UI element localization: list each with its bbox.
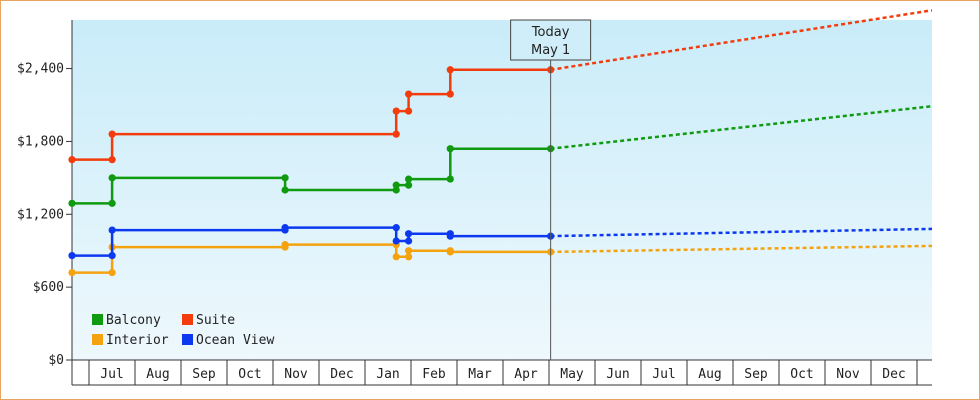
y-tick-label: $1,800 [17, 134, 64, 149]
x-tick-label: Jul [652, 367, 675, 382]
series-forecast-line [550, 9, 933, 72]
today-label: Today [531, 25, 570, 40]
x-tick-label: Sep [192, 367, 216, 382]
plot-background [72, 20, 932, 360]
x-tick-label: Nov [284, 367, 308, 382]
data-point [108, 226, 116, 234]
data-point [281, 174, 289, 182]
y-tick-label: $2,400 [17, 62, 64, 77]
data-point [68, 199, 76, 207]
legend-swatch [182, 314, 193, 325]
data-point [68, 156, 76, 164]
legend-label: Ocean View [196, 333, 274, 348]
data-point [108, 199, 116, 207]
data-point [108, 156, 116, 164]
data-point [404, 107, 413, 115]
x-tick-label: Jul [100, 367, 123, 382]
today-date-label: May 1 [531, 43, 570, 58]
x-tick-label: Apr [514, 367, 538, 382]
data-point [404, 237, 413, 245]
x-tick-label: Sep [744, 367, 768, 382]
data-point [446, 66, 454, 74]
x-tick-label: May [560, 367, 584, 382]
today-box [510, 19, 592, 61]
x-tick-label: Aug [146, 367, 169, 382]
axes: $0 $600 $1,200 $1,800 $2,400 Jul Aug Sep Oct Nov D… [17, 20, 932, 386]
today-annotation: Today May 1 [510, 19, 592, 360]
legend-swatch [182, 334, 193, 345]
legend-swatch [92, 314, 103, 325]
series-forecast-line [550, 104, 933, 150]
data-point [404, 247, 413, 255]
series-forecast-line [550, 227, 933, 238]
x-tick-label: Oct [790, 367, 813, 382]
series-layer [68, 9, 933, 277]
data-point [392, 130, 400, 138]
series-line [72, 68, 551, 161]
x-tick-label: Nov [836, 367, 860, 382]
data-point [281, 241, 289, 249]
x-tick-label: Oct [238, 367, 261, 382]
data-point [404, 230, 413, 238]
data-point [404, 253, 413, 261]
data-point [446, 232, 454, 240]
y-tick-label: $0 [48, 353, 64, 368]
data-point [404, 90, 413, 98]
x-tick-label: Aug [698, 367, 721, 382]
data-point [446, 175, 454, 183]
data-point [404, 181, 413, 189]
data-point [404, 175, 413, 183]
data-point [446, 90, 454, 98]
data-point [281, 224, 289, 232]
data-point [392, 237, 400, 245]
x-tick-label: Jun [606, 367, 629, 382]
legend-label: Suite [196, 313, 235, 328]
legend-label: Interior [106, 333, 169, 348]
y-tick-label: $1,200 [17, 207, 64, 222]
x-tick-label: Jan [376, 367, 399, 382]
data-point [68, 251, 76, 260]
x-tick-label: Dec [330, 367, 353, 382]
data-point [281, 186, 289, 194]
data-point [108, 268, 116, 277]
data-point [68, 268, 76, 277]
legend-swatch [92, 334, 103, 345]
x-tick-label: Dec [882, 367, 905, 382]
legend: Balcony Suite Interior Ocean View [92, 313, 274, 348]
data-point [392, 107, 400, 115]
data-point [446, 248, 454, 256]
data-point [392, 224, 400, 232]
series-forecast-line [550, 244, 933, 254]
legend-label: Balcony [106, 313, 161, 328]
x-tick-label: Feb [422, 367, 446, 382]
data-point [392, 253, 400, 261]
data-point [392, 181, 400, 189]
data-point [446, 145, 454, 153]
data-point [108, 174, 116, 182]
y-tick-label: $600 [33, 280, 64, 295]
data-point [108, 251, 116, 260]
x-tick-label: Mar [468, 367, 492, 382]
data-point [108, 130, 116, 138]
